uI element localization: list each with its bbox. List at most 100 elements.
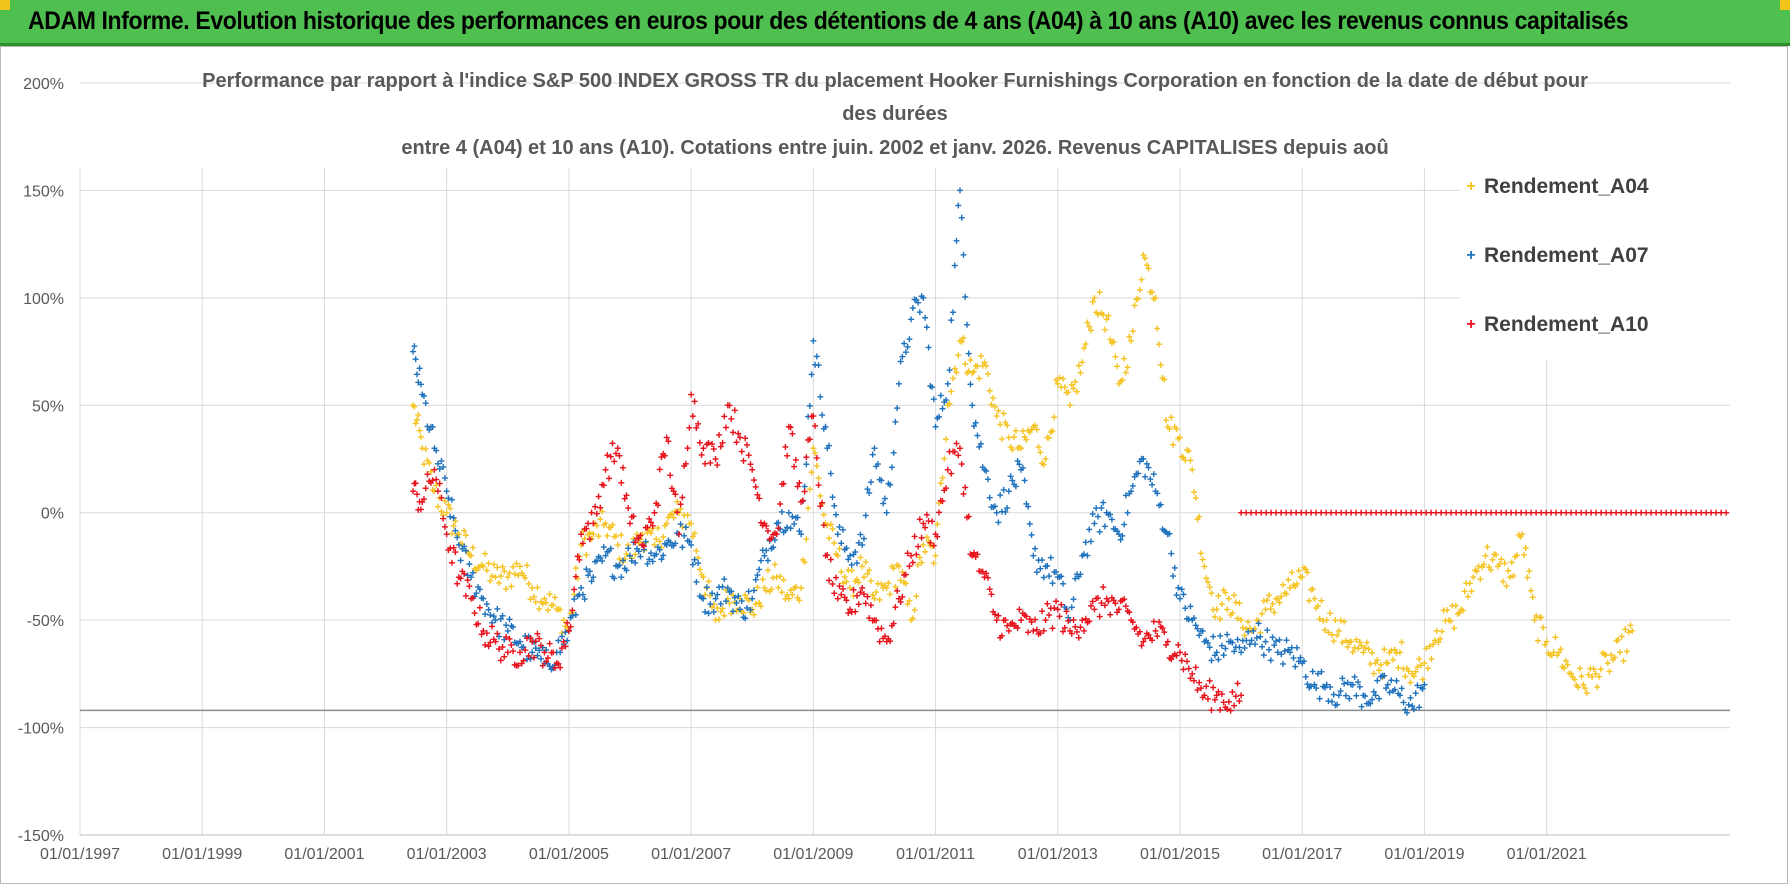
- data-point-a04: [817, 492, 824, 499]
- data-point-a04: [1170, 441, 1177, 448]
- data-point-a04: [618, 531, 625, 538]
- data-point-a04: [623, 551, 630, 558]
- data-point-a10: [743, 441, 750, 448]
- data-point-a10: [1028, 618, 1035, 625]
- data-point-a07: [1047, 554, 1054, 561]
- data-point-a10: [1231, 702, 1238, 709]
- data-point-a07: [1398, 685, 1405, 692]
- data-point-a07: [413, 371, 420, 378]
- data-point-a04: [869, 592, 876, 599]
- data-point-a10: [696, 439, 703, 446]
- data-point-a10: [1080, 627, 1087, 634]
- data-point-a10: [709, 440, 716, 447]
- data-point-a07: [881, 495, 888, 502]
- data-point-a07: [709, 590, 716, 597]
- data-point-a04: [1402, 673, 1409, 680]
- data-point-a04: [847, 584, 853, 591]
- data-point-a04: [1222, 589, 1229, 596]
- data-point-a04: [1299, 574, 1306, 581]
- data-point-a10: [843, 597, 850, 604]
- data-point-a04: [1067, 402, 1073, 409]
- data-point-a07: [1002, 508, 1009, 515]
- data-point-a07: [494, 605, 501, 612]
- data-point-a07: [843, 545, 850, 552]
- data-point-a10: [930, 542, 937, 549]
- data-point-a07: [485, 606, 492, 613]
- data-point-a07: [649, 558, 656, 565]
- data-point-a04: [452, 518, 459, 525]
- data-point-a10: [691, 398, 698, 405]
- data-point-a04: [750, 611, 757, 618]
- data-point-a07: [1028, 531, 1035, 538]
- data-point-a07: [731, 594, 738, 601]
- data-point-a07: [672, 540, 679, 547]
- data-point-a04: [1138, 276, 1145, 283]
- data-point-a10: [988, 591, 995, 598]
- data-point-a07: [1391, 686, 1398, 693]
- data-point-a07: [834, 531, 841, 538]
- data-point-a10: [562, 643, 569, 650]
- data-point-a10: [1049, 625, 1056, 632]
- data-point-a10: [1220, 699, 1227, 706]
- data-point-a04: [1519, 531, 1526, 538]
- data-point-a07: [1021, 477, 1028, 484]
- data-point-a04: [511, 571, 518, 578]
- data-point-a04: [489, 573, 496, 580]
- data-point-a07: [677, 521, 684, 528]
- data-point-a07: [483, 601, 490, 608]
- data-point-a10: [454, 580, 461, 587]
- data-point-a04: [1065, 389, 1072, 396]
- data-point-a04: [445, 501, 452, 508]
- data-point-a10: [911, 533, 918, 540]
- data-point-a04: [1381, 646, 1388, 653]
- data-point-a07: [1409, 703, 1416, 710]
- data-point-a10: [1138, 642, 1145, 649]
- data-point-a07: [653, 551, 660, 558]
- data-point-a04: [1552, 634, 1559, 641]
- data-point-a04: [1578, 673, 1585, 680]
- data-point-a10: [565, 627, 572, 634]
- data-point-a04: [1529, 594, 1536, 601]
- data-point-a04: [1089, 298, 1096, 305]
- data-point-a04: [1349, 649, 1356, 656]
- data-point-a07: [929, 384, 936, 391]
- data-point-a07: [1215, 656, 1222, 663]
- data-point-a10: [1236, 698, 1243, 705]
- data-point-a10: [913, 551, 920, 558]
- data-point-a04: [1040, 461, 1047, 468]
- data-point-a04: [977, 353, 984, 360]
- data-point-a04: [1348, 638, 1355, 645]
- data-point-a10: [551, 664, 558, 671]
- data-point-a04: [1451, 625, 1458, 632]
- data-point-a10: [1140, 638, 1147, 645]
- data-point-a07: [1089, 510, 1096, 517]
- data-point-a07: [757, 557, 764, 564]
- data-point-a04: [1527, 587, 1534, 594]
- data-point-a07: [492, 617, 499, 624]
- data-point-a10: [895, 595, 902, 602]
- data-point-a07: [983, 468, 990, 475]
- data-point-a04: [981, 359, 988, 366]
- data-point-a07: [443, 488, 450, 495]
- data-point-a10: [1168, 656, 1175, 663]
- data-point-a04: [709, 604, 716, 611]
- data-point-a07: [1229, 639, 1236, 646]
- data-point-a10: [1229, 689, 1236, 696]
- data-point-a04: [1245, 618, 1252, 625]
- data-point-a10: [508, 641, 515, 648]
- data-point-a04: [997, 421, 1004, 428]
- data-point-a04: [752, 601, 759, 608]
- data-point-a04: [943, 436, 950, 443]
- data-point-a07: [1044, 562, 1051, 569]
- data-point-a07: [838, 540, 845, 547]
- data-point-a07: [1107, 511, 1114, 518]
- data-point-a04: [614, 541, 621, 548]
- data-point-a04: [1213, 606, 1220, 613]
- data-point-a07: [1405, 701, 1412, 708]
- data-point-a10: [574, 553, 581, 560]
- data-point-a10: [1075, 634, 1082, 641]
- y-tick-label: -50%: [27, 613, 64, 630]
- data-point-a10: [1014, 624, 1021, 631]
- data-point-a04: [1269, 600, 1276, 607]
- data-point-a04: [1211, 613, 1218, 620]
